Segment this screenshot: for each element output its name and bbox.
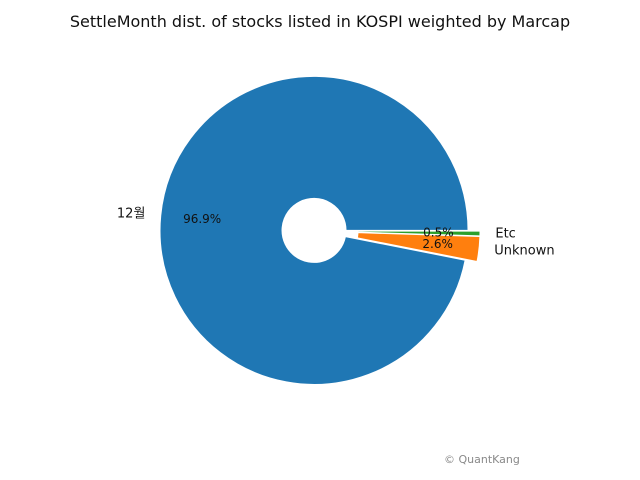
pie-slice-unknown <box>356 232 481 263</box>
slice-label: Unknown <box>494 243 554 258</box>
slice-label: Etc <box>495 226 515 241</box>
slice-pct-label: 96.9% <box>183 212 221 226</box>
slice-pct-label: 2.6% <box>422 237 453 251</box>
slice-pct-label: 0.5% <box>423 225 454 239</box>
pie-slice-etc <box>357 230 481 237</box>
slice-label: 12월 <box>117 206 146 221</box>
pie-slice-12월 <box>159 75 469 385</box>
chart-title: SettleMonth dist. of stocks listed in KO… <box>69 12 571 31</box>
watermark-credit: © QuantKang <box>444 453 520 466</box>
